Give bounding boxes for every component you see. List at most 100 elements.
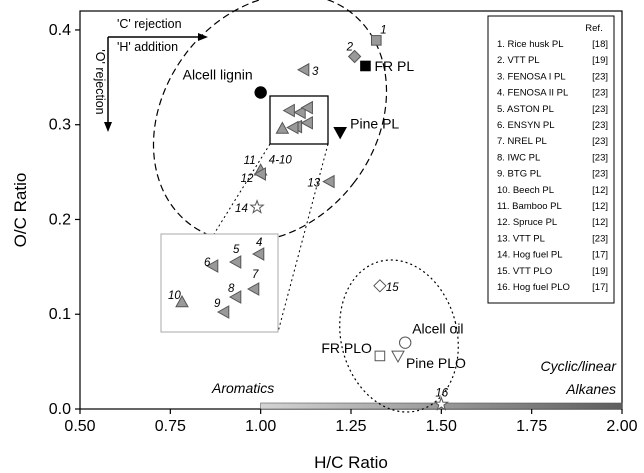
legend-box bbox=[487, 15, 615, 304]
data-point-marker bbox=[275, 121, 290, 134]
named-point-marker bbox=[333, 126, 348, 140]
y-tick-label: 0.2 bbox=[49, 211, 71, 228]
data-point-marker bbox=[293, 105, 306, 120]
legend-entry-name: 3. FENOSA I PL bbox=[497, 71, 566, 82]
data-point-label: 3 bbox=[312, 66, 319, 78]
named-point-label: Alcell oil bbox=[412, 321, 463, 337]
y-axis-ticks: 0.0 0.1 0.2 0.3 0.4 bbox=[49, 22, 80, 418]
legend-entry-ref: [12] bbox=[592, 201, 608, 212]
zoom-box bbox=[269, 95, 329, 145]
legend-entry-ref: [18] bbox=[592, 39, 608, 50]
legend-entry-name: 6. ENSYN PL bbox=[497, 120, 555, 131]
inset-point-label: 9 bbox=[214, 298, 221, 310]
inset-point-marker bbox=[228, 255, 242, 269]
named-point-marker bbox=[391, 350, 405, 363]
named-point-label: FR PL bbox=[374, 58, 414, 74]
data-point-label: 1 bbox=[380, 24, 386, 36]
legend-entry-ref: [23] bbox=[592, 71, 608, 82]
inset-point-label: 5 bbox=[233, 244, 240, 256]
inset-point-label: 10 bbox=[168, 290, 181, 302]
data-point-marker bbox=[296, 62, 310, 77]
zoom-connector-left bbox=[213, 143, 271, 235]
y-tick-label: 0.1 bbox=[49, 306, 71, 323]
legend-entry-ref: [19] bbox=[592, 55, 608, 66]
named-point-label: Alcell lignin bbox=[183, 66, 253, 82]
legend-entry-ref: [23] bbox=[592, 169, 608, 180]
named-point-marker bbox=[374, 350, 386, 362]
legend-entry-ref: [17] bbox=[592, 282, 608, 293]
legend-entry-name: 12. Spruce PL bbox=[497, 217, 557, 228]
x-tick-label: 0.75 bbox=[155, 418, 186, 435]
data-point-marker bbox=[347, 49, 362, 64]
legend-entry-name: 16. Hog fuel PLO bbox=[497, 282, 570, 293]
legend-entry-name: 7. NREL PL bbox=[497, 136, 547, 147]
cyclic-linear-label: Cyclic/linear bbox=[541, 358, 618, 374]
legend-entry-ref: [23] bbox=[592, 120, 608, 131]
data-point-marker bbox=[282, 103, 295, 118]
legend-entries: 1. Rice husk PL [18] 2. VTT PL [19] 3. FENOS… bbox=[497, 39, 608, 293]
legend-entry-ref: [23] bbox=[592, 136, 608, 147]
legend-entry-ref: [19] bbox=[592, 266, 608, 277]
data-point-label: 12 bbox=[241, 173, 254, 185]
data-point-marker bbox=[300, 115, 313, 130]
data-point-marker bbox=[322, 174, 335, 189]
named-point-label: FR PLO bbox=[321, 340, 372, 356]
legend-entry-ref: [23] bbox=[592, 104, 608, 115]
inset-point-label: 4 bbox=[256, 237, 262, 249]
data-point-marker bbox=[249, 199, 265, 214]
y-tick-label: 0.0 bbox=[49, 401, 71, 418]
o-rejection-arrowhead bbox=[104, 122, 112, 132]
inset-point-marker bbox=[228, 290, 242, 304]
legend-entry-name: 10. Beech PL bbox=[497, 185, 554, 196]
data-point-marker bbox=[370, 35, 382, 46]
legend-entry-name: 14. Hog fuel PL bbox=[497, 250, 563, 261]
legend-entry-name: 8. IWC PL bbox=[497, 152, 540, 163]
data-point-label: 11 bbox=[244, 155, 256, 167]
x-axis-title: H/C Ratio bbox=[314, 453, 388, 472]
inset-layer: 4 5 6 7 89 10 bbox=[168, 237, 265, 319]
y-tick-label: 0.3 bbox=[49, 117, 71, 134]
legend-entry-name: 11. Bamboo PL bbox=[497, 201, 562, 212]
legend-entry-name: 1. Rice husk PL bbox=[497, 39, 564, 50]
data-point-marker bbox=[433, 396, 450, 411]
data-point-label: 4-10 bbox=[269, 155, 293, 167]
data-point-marker bbox=[300, 100, 313, 115]
data-point-label: 14 bbox=[235, 203, 248, 215]
x-tick-label: 2.00 bbox=[606, 418, 637, 435]
alkanes-label: Alkanes bbox=[565, 381, 616, 397]
x-tick-label: 1.00 bbox=[245, 418, 276, 435]
named-point-marker bbox=[399, 336, 412, 349]
h-addition-arrowhead bbox=[198, 33, 208, 41]
data-point-label: 16 bbox=[435, 387, 448, 399]
data-point-label: 13 bbox=[307, 178, 320, 190]
x-tick-label: 0.50 bbox=[64, 418, 95, 435]
y-axis-title: O/C Ratio bbox=[11, 173, 30, 248]
inset-point-label: 8 bbox=[228, 283, 235, 295]
inset-point-label: 6 bbox=[204, 257, 211, 269]
legend-entry-ref: [17] bbox=[592, 250, 608, 261]
data-point-label: 15 bbox=[386, 282, 399, 294]
legend-entry-name: 2. VTT PL bbox=[497, 55, 540, 66]
x-tick-label: 1.75 bbox=[516, 418, 547, 435]
inset-point-marker bbox=[216, 305, 230, 319]
legend-entry-name: 5. ASTON PL bbox=[497, 104, 554, 115]
plo-cluster-ellipse bbox=[339, 259, 459, 413]
inset-point-label: 7 bbox=[252, 269, 259, 281]
legend-header: Ref. bbox=[585, 23, 602, 34]
data-point-marker bbox=[253, 167, 266, 181]
legend-entry-ref: [12] bbox=[592, 185, 608, 196]
y-tick-label: 0.4 bbox=[49, 22, 71, 39]
legend-entry-name: 13. VTT PL bbox=[497, 233, 545, 244]
legend-entry-name: 15. VTT PLO bbox=[497, 266, 552, 277]
h-addition-label: 'H' addition bbox=[117, 40, 178, 54]
x-axis-ticks: 0.50 0.75 1.00 1.25 1.50 1.75 2.00 bbox=[64, 409, 638, 435]
c-rejection-label: 'C' rejection bbox=[117, 17, 182, 31]
inset-point-marker bbox=[175, 294, 189, 308]
zoom-connector-right bbox=[277, 143, 329, 333]
x-tick-label: 1.50 bbox=[426, 418, 457, 435]
inset-point-marker bbox=[205, 259, 219, 273]
legend-entry-ref: [23] bbox=[592, 88, 608, 99]
pl-cluster-ellipse bbox=[152, 0, 388, 243]
